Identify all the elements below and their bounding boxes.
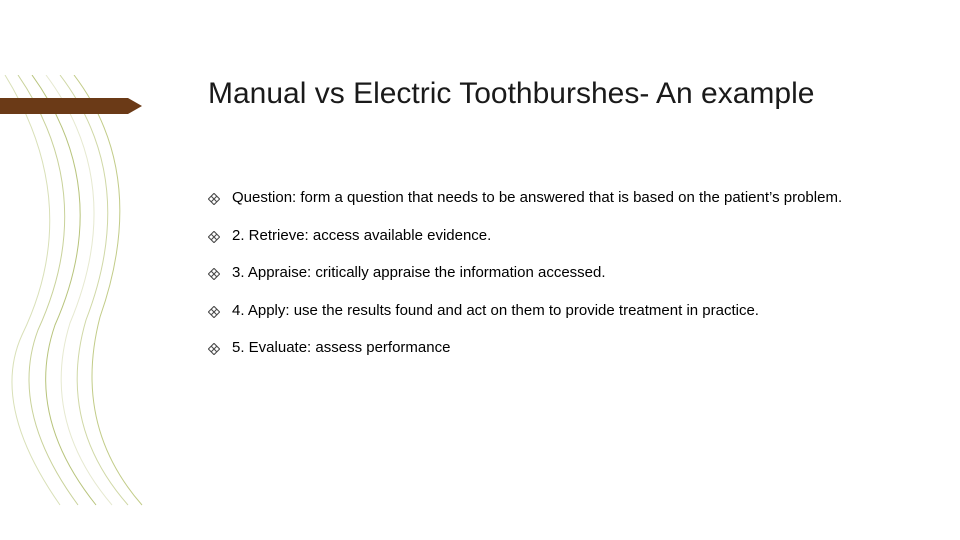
accent-bar-tip	[128, 98, 142, 114]
list-item-text: 5. Evaluate: assess performance	[232, 338, 868, 358]
list-item: 5. Evaluate: assess performance	[208, 338, 868, 358]
bullet-icon	[208, 229, 220, 241]
diamond-bullet-icon	[208, 268, 220, 280]
list-item: Question: form a question that needs to …	[208, 188, 868, 208]
bullet-icon	[208, 341, 220, 353]
diamond-bullet-icon	[208, 193, 220, 205]
slide-title: Manual vs Electric Toothburshes- An exam…	[208, 76, 848, 112]
bullet-icon	[208, 304, 220, 316]
list-item: 2. Retrieve: access available evidence.	[208, 226, 868, 246]
bullet-icon	[208, 191, 220, 203]
slide-body: Question: form a question that needs to …	[208, 188, 868, 376]
diamond-bullet-icon	[208, 231, 220, 243]
accent-bar	[0, 98, 128, 114]
bullet-icon	[208, 266, 220, 278]
list-item-text: 2. Retrieve: access available evidence.	[232, 226, 868, 246]
diamond-bullet-icon	[208, 306, 220, 318]
list-item: 3. Appraise: critically appraise the inf…	[208, 263, 868, 283]
list-item: 4. Apply: use the results found and act …	[208, 301, 868, 321]
diamond-bullet-icon	[208, 343, 220, 355]
list-item-text: Question: form a question that needs to …	[232, 188, 868, 208]
accent-bar-rect	[0, 98, 128, 114]
slide: Manual vs Electric Toothburshes- An exam…	[0, 0, 960, 540]
decorative-lines	[0, 75, 155, 505]
deco-svg	[0, 75, 160, 515]
list-item-text: 4. Apply: use the results found and act …	[232, 301, 868, 321]
list-item-text: 3. Appraise: critically appraise the inf…	[232, 263, 868, 283]
